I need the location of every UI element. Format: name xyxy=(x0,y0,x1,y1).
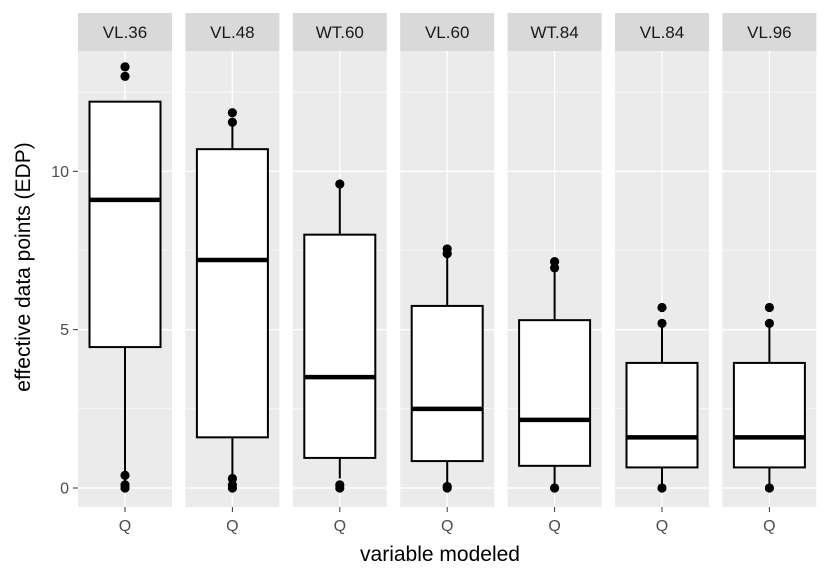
outlier-point xyxy=(227,480,237,490)
facet-panel-vl-48: VL.48 Q xyxy=(185,13,280,535)
outlier-point xyxy=(657,318,667,328)
x-tick-label: Q xyxy=(334,518,346,535)
facet-strip xyxy=(185,13,280,51)
facet-strip xyxy=(615,13,709,51)
facet-panel-wt-84: WT.84 Q xyxy=(507,13,602,535)
outlier-point xyxy=(120,71,130,81)
facet-strip-label: VL.96 xyxy=(747,23,791,42)
outlier-point xyxy=(120,470,130,480)
outlier-point xyxy=(764,483,775,493)
outlier-point xyxy=(657,302,667,313)
iqr-box xyxy=(195,148,269,439)
facet-strip-label: WT.60 xyxy=(316,23,364,42)
outlier-point xyxy=(335,179,345,189)
outlier-point xyxy=(120,62,130,72)
outlier-point xyxy=(335,480,345,490)
facet-strip xyxy=(507,13,602,51)
facet-strip xyxy=(292,13,387,51)
iqr-box xyxy=(625,361,699,469)
facet-strip xyxy=(400,13,495,51)
x-tick-label: Q xyxy=(548,518,560,535)
x-axis-title: variable modeled xyxy=(360,543,520,566)
facet-strip-label: VL.60 xyxy=(425,23,469,42)
iqr-box xyxy=(303,233,377,459)
facet-strip xyxy=(78,13,172,51)
facet-panel-vl-60: VL.60 Q xyxy=(400,13,495,535)
outlier-point xyxy=(550,263,560,273)
iqr-box xyxy=(732,361,806,469)
outlier-point xyxy=(764,302,775,313)
iqr-box xyxy=(518,319,592,467)
facet-strip-label: VL.36 xyxy=(103,23,147,42)
outlier-point xyxy=(550,256,560,267)
y-tick-label: 5 xyxy=(60,322,69,339)
facet-strip-label: VL.84 xyxy=(640,23,684,42)
outlier-point xyxy=(550,483,560,493)
outlier-point xyxy=(442,481,452,492)
facet-panel-vl-36: VL.36 Q xyxy=(78,13,172,535)
facet-panels: VL.36QVL.48QWT.60QVL.60QWT.84QVL.84QVL.9… xyxy=(78,13,817,535)
y-axis-title: effective data points (EDP) xyxy=(12,142,35,391)
outlier-point xyxy=(657,483,667,493)
x-tick-label: Q xyxy=(441,518,453,535)
x-tick-label: Q xyxy=(226,518,238,535)
facet-panel-wt-60: WT.60 Q xyxy=(292,13,387,535)
x-tick-label: Q xyxy=(763,518,775,535)
outlier-point xyxy=(120,480,130,490)
x-tick-label: Q xyxy=(119,518,131,535)
outlier-point xyxy=(764,318,775,328)
outlier-point xyxy=(227,117,237,127)
outlier-point xyxy=(442,244,452,254)
facet-strip xyxy=(722,13,817,51)
facet-panel-vl-96: VL.96 Q xyxy=(722,13,817,535)
facet-strip-label: WT.84 xyxy=(531,23,579,42)
outlier-point xyxy=(227,108,237,118)
y-axis: 0 5 10 xyxy=(51,164,78,498)
iqr-box xyxy=(410,304,484,463)
iqr-box xyxy=(88,100,162,349)
outlier-point xyxy=(227,473,237,484)
y-tick-label: 10 xyxy=(51,164,69,181)
facet-strip-label: VL.48 xyxy=(210,23,254,42)
y-tick-label: 0 xyxy=(60,481,69,498)
x-tick-label: Q xyxy=(656,518,668,535)
facet-panel-vl-84: VL.84 Q xyxy=(615,13,709,535)
